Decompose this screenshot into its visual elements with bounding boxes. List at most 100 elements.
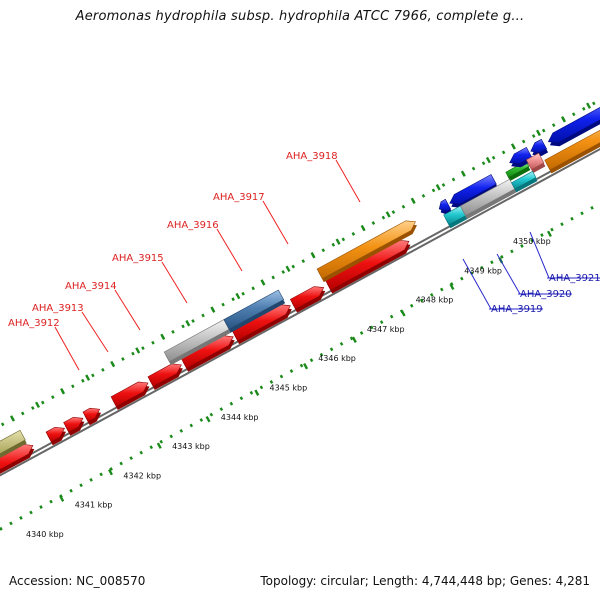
gene-label-aha-3921[interactable]: AHA_3921 [549,273,600,284]
tick-mark [179,429,184,433]
gene-arrow-red-face [289,286,325,310]
tick-mark [480,265,484,270]
tick-mark [249,390,254,395]
gene-arrow-blue-face [530,138,548,153]
gene-label-aha-3915[interactable]: AHA_3915 [112,253,164,264]
gene-arrow-red[interactable] [110,381,150,410]
gene-arrow-red-face [45,426,65,443]
tick-mark [51,395,55,400]
tick-mark [501,150,506,155]
tick-mark [490,260,494,265]
callout-line [529,231,550,279]
tick-mark [131,351,135,356]
gene-arrow-blue[interactable] [509,146,534,168]
gene-arrow-blue[interactable] [449,174,498,208]
tick-mark [20,411,25,416]
tick-mark [271,275,275,280]
gene-label-aha-3920[interactable]: AHA_3920 [520,289,572,300]
major-tick [60,388,66,395]
gene-arrow-blue[interactable] [530,138,549,156]
gene-arrow-red[interactable] [147,363,183,390]
tick-mark [570,216,574,221]
gene-label-aha-3916[interactable]: AHA_3916 [167,220,219,231]
tick-mark [381,215,386,220]
callout-line [335,159,361,203]
gene-arrow-red[interactable] [82,407,102,426]
tick-mark [81,378,85,383]
tick-mark [550,227,554,232]
tick-mark [221,302,225,307]
major-tick [351,336,357,343]
gene-label-aha-3918[interactable]: AHA_3918 [286,151,338,162]
gene-block-steelblue[interactable] [223,289,286,333]
major-tick [185,320,191,327]
gene-block-cyan[interactable] [511,170,538,193]
gene-arrow-blue[interactable] [547,99,600,147]
tick-mark [89,477,93,482]
gene-label-aha-3919[interactable]: AHA_3919 [491,304,543,315]
tick-mark [530,238,534,243]
gene-features [0,99,600,476]
tick-mark [159,439,164,444]
tick-mark [219,407,224,412]
tick-mark [109,467,113,471]
tick-mark [0,422,5,427]
callout-line [496,253,521,295]
gene-block-cyan-face [511,170,537,190]
gene-label-aha-3913[interactable]: AHA_3913 [32,303,84,314]
gene-label-aha-3917[interactable]: AHA_3917 [213,192,265,203]
coordinate-label: 4350 kbp [513,237,551,246]
tick-mark [481,161,486,166]
major-tick [9,415,15,422]
gene-block-olive[interactable] [0,429,27,476]
coordinate-label: 4346 kbp [318,354,356,363]
tick-mark [71,384,75,389]
gene-callouts: AHA_3912 AHA_3913 AHA_3914 AHA_3915 AHA_3916… [8,151,600,371]
tick-mark [581,106,586,111]
coordinate-label: 4347 kbp [367,325,405,334]
coordinate-label: 4340 kbp [26,530,64,539]
major-tick [235,292,241,300]
major-tick [160,333,166,341]
gene-arrow-red[interactable] [63,416,85,436]
gene-arrow-red-face [147,363,182,387]
gene-arrow-blue-face [449,174,497,205]
tick-mark [79,483,83,488]
tick-mark [460,276,464,281]
tick-mark [580,211,584,216]
tick-mark [101,368,105,372]
gene-block-steelblue-face [223,289,285,330]
major-tick [205,416,211,423]
gene-block-olive-face [0,429,26,454]
gene-arrow-red[interactable] [45,426,66,446]
gene-block-orange[interactable] [544,116,600,174]
tick-mark [349,336,354,341]
tick-mark [341,237,346,242]
tick-mark [401,204,406,209]
tick-mark [421,193,426,198]
tick-mark [419,298,424,303]
gene-block-orange-face [316,220,416,280]
gene-arrow-red[interactable] [289,286,326,313]
gene-label-aha-3914[interactable]: AHA_3914 [65,281,117,292]
gene-block-orange[interactable] [316,220,417,283]
gene-block-pink[interactable] [525,152,546,174]
coordinate-label: 4343 kbp [172,442,210,451]
tick-mark [309,358,314,363]
tick-mark [259,385,264,390]
tick-mark [151,340,155,345]
tick-mark [531,134,536,138]
tick-mark [359,331,364,335]
gene-label-aha-3912[interactable]: AHA_3912 [8,318,60,329]
tick-mark [229,401,234,406]
tick-mark [541,128,546,133]
tick-mark [281,270,285,274]
tick-mark [299,363,304,368]
tick-mark [209,412,214,417]
tick-mark [339,341,344,346]
tick-mark [121,357,125,361]
major-tick [546,230,552,238]
tick-mark [279,374,284,379]
